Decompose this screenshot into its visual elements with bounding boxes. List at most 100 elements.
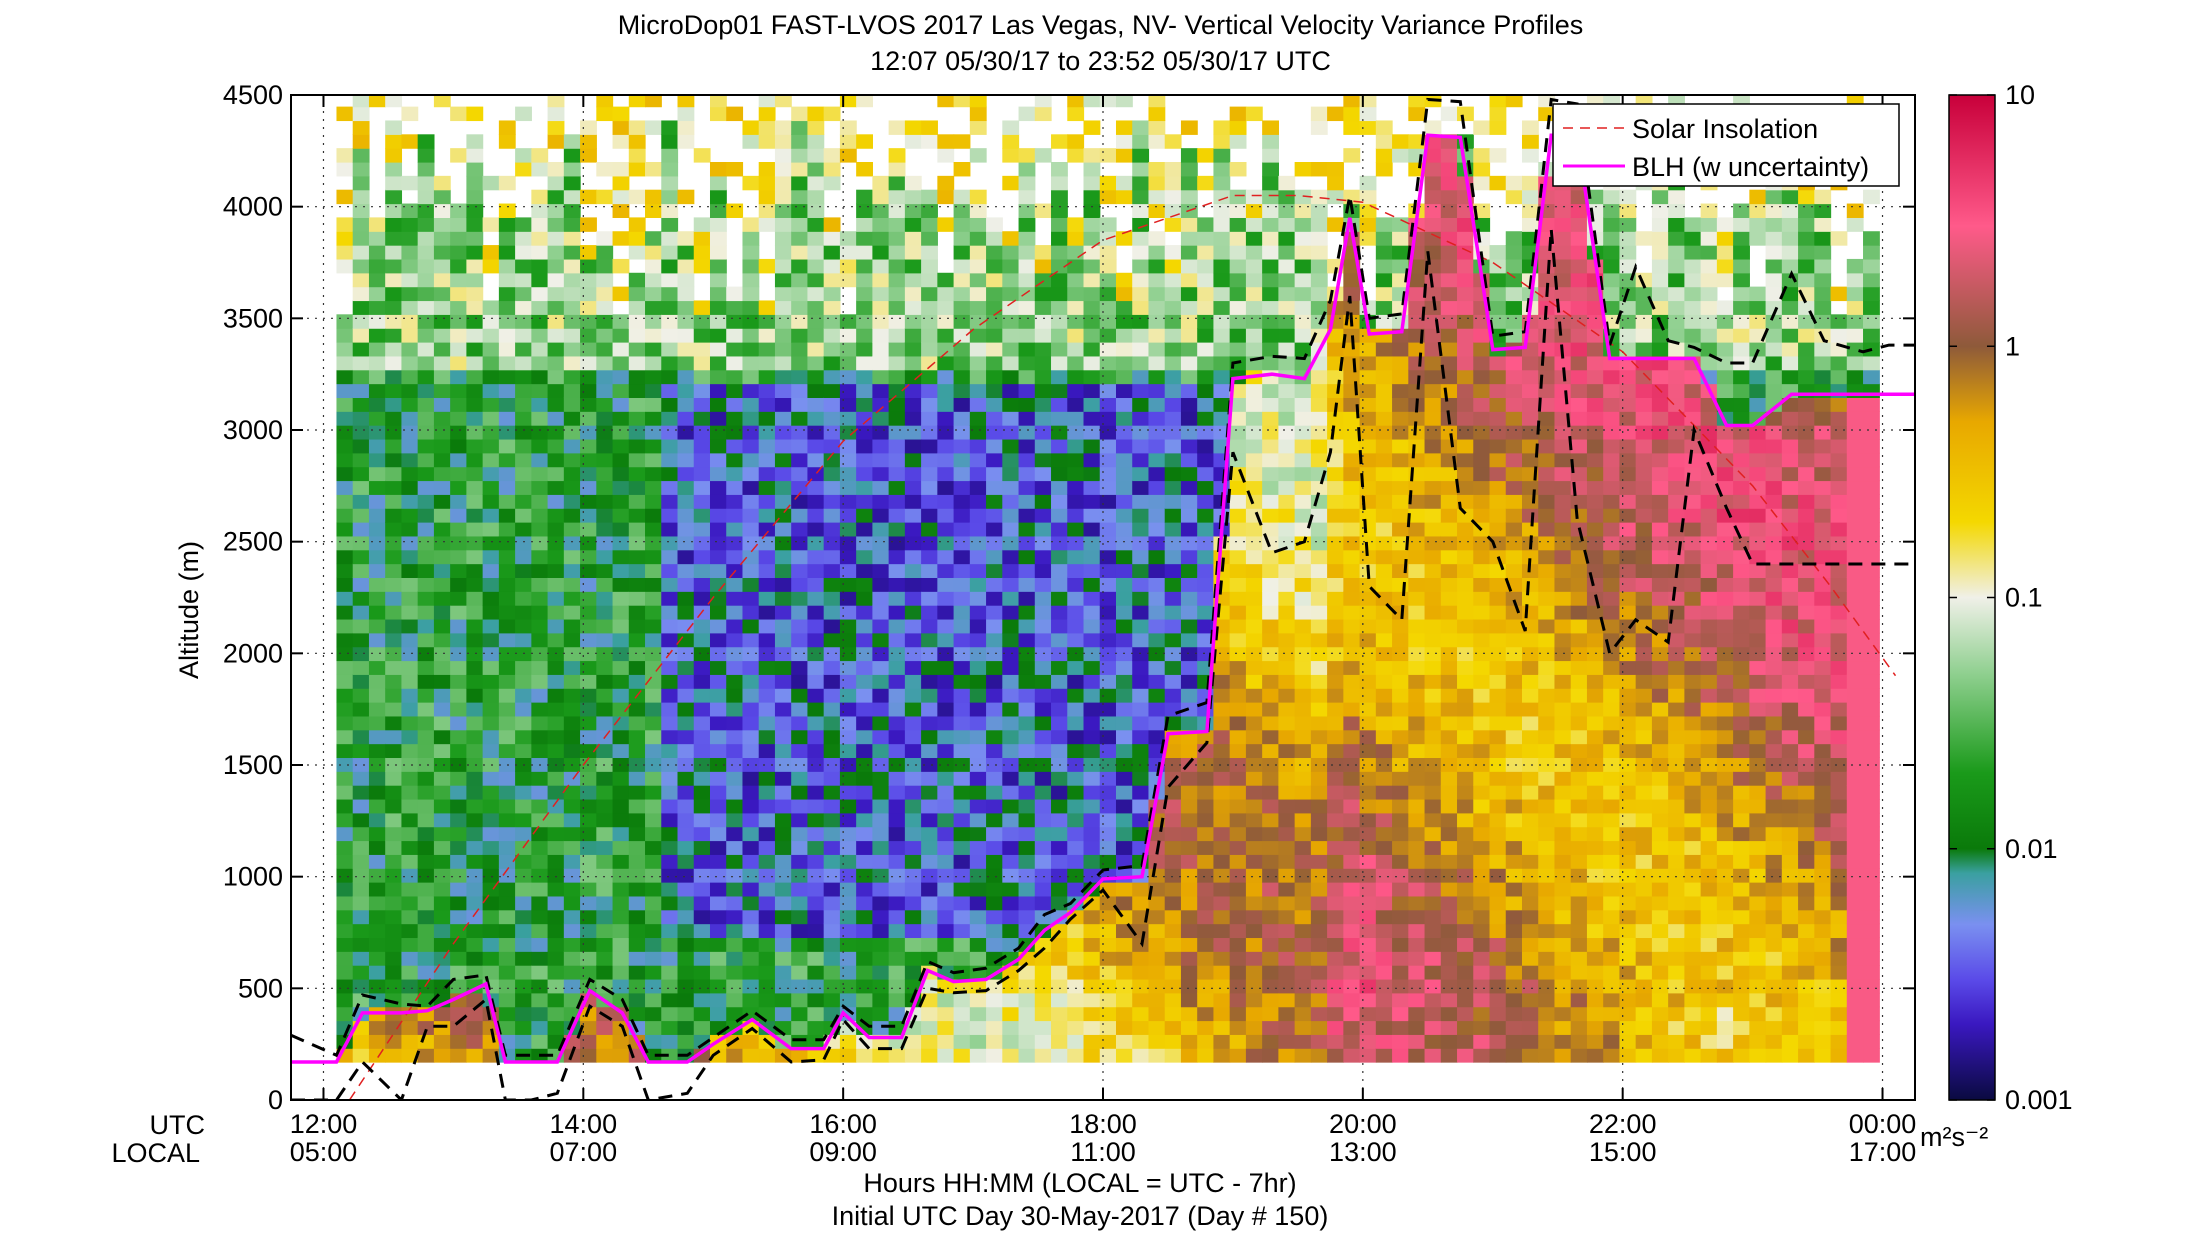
heatmap-cell (823, 438, 841, 454)
heatmap-cell (1375, 951, 1393, 966)
heatmap-cell (612, 355, 630, 371)
heatmap-cell (1051, 411, 1068, 426)
heatmap-cell (547, 175, 565, 191)
heatmap-cell (1083, 189, 1101, 205)
heatmap-cell (693, 798, 711, 814)
heatmap-cell (596, 480, 614, 495)
heatmap-cell (1051, 715, 1068, 731)
heatmap-cell (1197, 245, 1215, 260)
heatmap-cell (807, 591, 825, 606)
heatmap-cell (596, 549, 614, 565)
heatmap-cell (1521, 148, 1539, 163)
heatmap-cell (693, 425, 711, 440)
heatmap-cell (677, 895, 695, 911)
heatmap-cell (677, 563, 695, 578)
heatmap-cell (1002, 369, 1020, 385)
heatmap-cell (839, 909, 857, 925)
heatmap-cell (385, 702, 403, 717)
heatmap-cell (1310, 1006, 1328, 1022)
heatmap-cell (953, 840, 971, 855)
heatmap-cell (888, 522, 906, 537)
heatmap-cell (1505, 231, 1523, 246)
heatmap-cell (774, 189, 792, 205)
heatmap-cell (1148, 342, 1166, 357)
heatmap-cell (645, 1048, 662, 1063)
heatmap-cell (1245, 466, 1263, 482)
heatmap-cell (1294, 743, 1312, 759)
heatmap-cell (1538, 660, 1556, 675)
heatmap-cell (1457, 425, 1474, 440)
heatmap-cell (352, 106, 370, 122)
heatmap-cell (1489, 355, 1507, 371)
heatmap-cell (1034, 494, 1052, 509)
heatmap-cell (1310, 909, 1328, 925)
heatmap-cell (1132, 328, 1150, 343)
heatmap-cell (612, 286, 630, 302)
heatmap-cell (498, 854, 516, 869)
heatmap-cell (1343, 632, 1361, 648)
heatmap-cell (1067, 591, 1085, 606)
heatmap-cell (1554, 868, 1572, 883)
heatmap-cell (807, 688, 825, 703)
heatmap-cell (482, 674, 500, 689)
heatmap-cell (352, 231, 370, 246)
heatmap-cell (791, 937, 809, 952)
heatmap-cell (791, 245, 809, 260)
heatmap-cell (661, 826, 679, 842)
heatmap-cell (1067, 452, 1085, 468)
heatmap-cell (515, 397, 532, 412)
heatmap-cell (1327, 937, 1344, 952)
heatmap-cell (823, 826, 841, 842)
heatmap-cell (1099, 1034, 1117, 1049)
heatmap-cell (1440, 508, 1458, 523)
heatmap-cell (1457, 812, 1474, 828)
heatmap-cell (563, 549, 581, 565)
heatmap-cell (450, 951, 467, 966)
heatmap-cell (482, 771, 500, 786)
heatmap-cell (1521, 992, 1539, 1008)
heatmap-cell (628, 591, 646, 606)
heatmap-cell (872, 951, 890, 966)
heatmap-cell (1229, 563, 1247, 578)
heatmap-cell (1343, 577, 1361, 592)
heatmap-cell (482, 798, 500, 814)
heatmap-cell (417, 674, 435, 689)
heatmap-cell (1408, 549, 1426, 565)
heatmap-cell (1424, 1034, 1442, 1049)
heatmap-cell (1083, 383, 1101, 398)
heatmap-cell (1051, 563, 1068, 578)
heatmap-cell (417, 217, 435, 232)
heatmap-cell (547, 978, 565, 994)
heatmap-cell (1164, 1006, 1182, 1022)
heatmap-cell (937, 660, 955, 675)
heatmap-cell (1294, 508, 1312, 523)
heatmap-cell (742, 882, 760, 897)
heatmap-cell (1310, 258, 1328, 274)
heatmap-cell (1570, 812, 1588, 828)
heatmap-cell (515, 868, 532, 883)
heatmap-cell (645, 618, 662, 634)
heatmap-cell (1278, 798, 1296, 814)
heatmap-cell (1083, 355, 1101, 371)
heatmap-cell (1115, 231, 1133, 246)
heatmap-cell (482, 480, 500, 495)
heatmap-cell (823, 937, 841, 952)
heatmap-cell (1180, 397, 1198, 412)
heatmap-cell (580, 868, 597, 883)
heatmap-cell (515, 812, 532, 828)
heatmap-cell (1229, 231, 1247, 246)
heatmap-cell (596, 95, 614, 108)
heatmap-cell (1570, 826, 1588, 842)
heatmap-cell (1294, 286, 1312, 302)
heatmap-cell (742, 688, 760, 703)
heatmap-cell (515, 258, 532, 274)
heatmap-cell (791, 909, 809, 925)
heatmap-cell (547, 383, 565, 398)
heatmap-cell (1294, 632, 1312, 648)
heatmap-cell (693, 868, 711, 883)
heatmap-cell (856, 286, 873, 302)
heatmap-cell (1278, 743, 1296, 759)
heatmap-cell (368, 605, 386, 620)
heatmap-cell (1489, 245, 1507, 260)
heatmap-cell (1262, 882, 1279, 897)
